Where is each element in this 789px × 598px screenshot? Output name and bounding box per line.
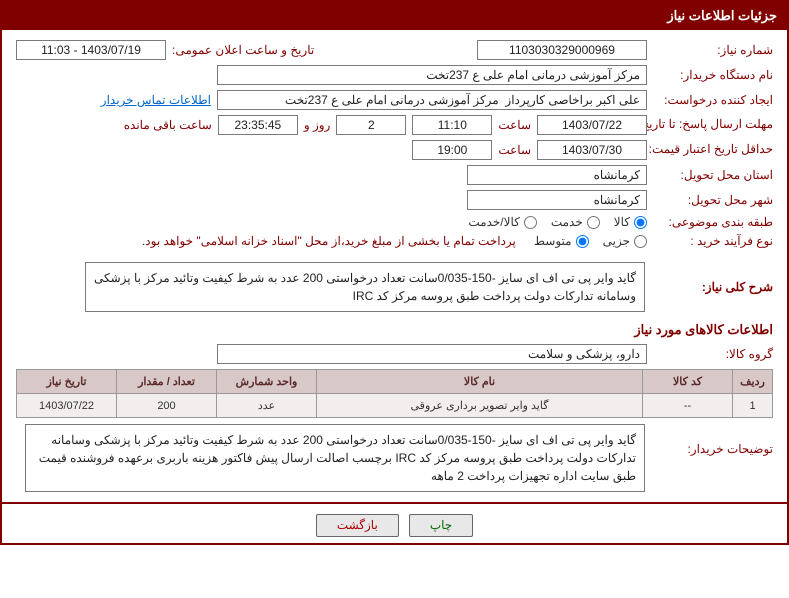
items-section-title: اطلاعات کالاهای مورد نیاز xyxy=(16,322,773,338)
buyer-org-input xyxy=(217,65,647,85)
button-row: چاپ بازگشت xyxy=(0,504,789,545)
cell-row: 1 xyxy=(733,394,773,418)
validity-label: حداقل تاریخ اعتبار قیمت: تا تاریخ: xyxy=(653,142,773,158)
print-button[interactable]: چاپ xyxy=(409,514,473,537)
province-input xyxy=(467,165,647,185)
th-qty: تعداد / مقدار xyxy=(117,370,217,394)
announce-input xyxy=(16,40,166,60)
radio-minor-label: جزیی xyxy=(603,234,630,248)
radio-goods-label: کالا xyxy=(614,215,630,229)
radio-both[interactable]: کالا/خدمت xyxy=(468,215,536,229)
radio-service-label: خدمت xyxy=(551,215,583,229)
cell-date: 1403/07/22 xyxy=(17,394,117,418)
th-row: ردیف xyxy=(733,370,773,394)
category-label: طبقه بندی موضوعی: xyxy=(653,215,773,229)
radio-both-input[interactable] xyxy=(524,216,537,229)
th-unit: واحد شمارش xyxy=(217,370,317,394)
buyer-notes-label: توضیحات خریدار: xyxy=(653,424,773,456)
radio-minor-input[interactable] xyxy=(634,235,647,248)
deadline-label: مهلت ارسال پاسخ: تا تاریخ: xyxy=(653,117,773,133)
proc-type-radio-group: جزیی متوسط xyxy=(534,234,647,248)
radio-medium[interactable]: متوسط xyxy=(534,234,589,248)
city-input xyxy=(467,190,647,210)
radio-service-input[interactable] xyxy=(587,216,600,229)
need-no-label: شماره نیاز: xyxy=(653,43,773,57)
payment-note: پرداخت تمام یا بخشی از مبلغ خرید،از محل … xyxy=(142,234,516,248)
need-no-input xyxy=(477,40,647,60)
radio-goods-input[interactable] xyxy=(634,216,647,229)
th-code: کد کالا xyxy=(643,370,733,394)
city-label: شهر محل تحویل: xyxy=(653,193,773,207)
radio-minor[interactable]: جزیی xyxy=(603,234,647,248)
proc-type-label: نوع فرآیند خرید : xyxy=(653,234,773,248)
time-label-1: ساعت xyxy=(498,118,531,132)
table-row: 1 -- گاید وایر تصویر برداری عروقی عدد 20… xyxy=(17,394,773,418)
countdown-input xyxy=(218,115,298,135)
back-button[interactable]: بازگشت xyxy=(316,514,399,537)
contact-link[interactable]: اطلاعات تماس خریدار xyxy=(101,93,211,107)
validity-date-input xyxy=(537,140,647,160)
cell-unit: عدد xyxy=(217,394,317,418)
details-panel: شماره نیاز: تاریخ و ساعت اعلان عمومی: نا… xyxy=(0,30,789,504)
deadline-date-input xyxy=(537,115,647,135)
buyer-org-label: نام دستگاه خریدار: xyxy=(653,68,773,82)
announce-label: تاریخ و ساعت اعلان عمومی: xyxy=(172,43,314,57)
cell-code: -- xyxy=(643,394,733,418)
days-label: روز و xyxy=(304,118,331,132)
radio-medium-input[interactable] xyxy=(576,235,589,248)
deadline-time-input xyxy=(412,115,492,135)
items-table: ردیف کد کالا نام کالا واحد شمارش تعداد /… xyxy=(16,369,773,418)
buyer-notes-text: گاید وایر پی تی اف ای سایز -150-0/035سان… xyxy=(25,424,645,492)
radio-medium-label: متوسط xyxy=(534,234,572,248)
radio-both-label: کالا/خدمت xyxy=(468,215,519,229)
overview-label: شرح کلی نیاز: xyxy=(653,280,773,294)
table-header-row: ردیف کد کالا نام کالا واحد شمارش تعداد /… xyxy=(17,370,773,394)
province-label: استان محل تحویل: xyxy=(653,168,773,182)
th-date: تاریخ نیاز xyxy=(17,370,117,394)
remaining-label: ساعت باقی مانده xyxy=(124,118,212,132)
th-name: نام کالا xyxy=(317,370,643,394)
radio-service[interactable]: خدمت xyxy=(551,215,600,229)
days-remaining-input xyxy=(336,115,406,135)
category-radio-group: کالا خدمت کالا/خدمت xyxy=(468,215,647,229)
cell-qty: 200 xyxy=(117,394,217,418)
requester-input xyxy=(217,90,647,110)
goods-group-label: گروه کالا: xyxy=(653,347,773,361)
panel-header: جزئیات اطلاعات نیاز xyxy=(0,2,789,30)
time-label-2: ساعت xyxy=(498,143,531,157)
requester-label: ایجاد کننده درخواست: xyxy=(653,93,773,107)
overview-text: گاید وایر پی تی اف ای سایز -150-0/035سان… xyxy=(85,262,645,312)
radio-goods[interactable]: کالا xyxy=(614,215,647,229)
cell-name: گاید وایر تصویر برداری عروقی xyxy=(317,394,643,418)
goods-group-input xyxy=(217,344,647,364)
validity-time-input xyxy=(412,140,492,160)
